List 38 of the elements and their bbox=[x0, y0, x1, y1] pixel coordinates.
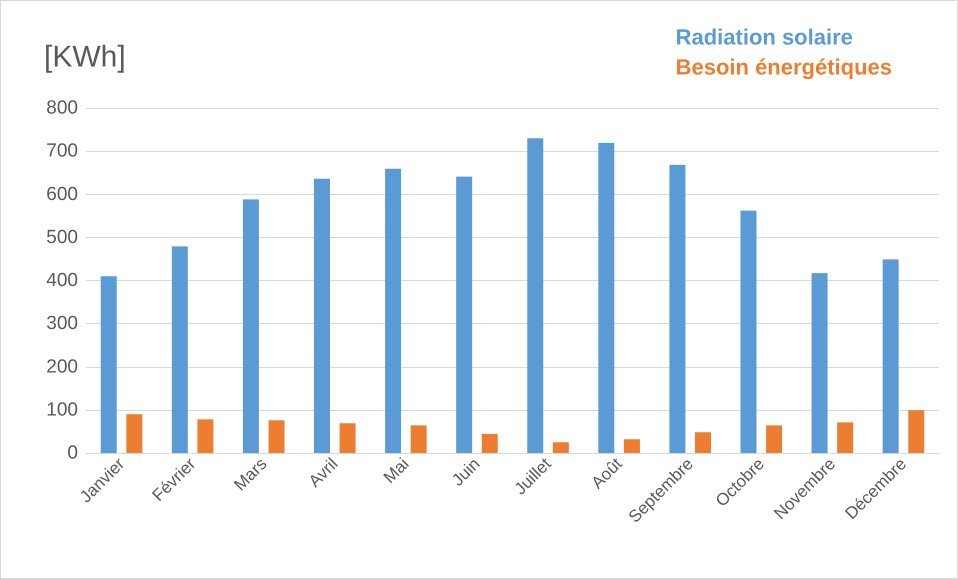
y-tick-label: 300 bbox=[46, 313, 78, 334]
bar bbox=[197, 419, 214, 453]
y-tick-label: 100 bbox=[46, 399, 78, 420]
bar bbox=[598, 142, 614, 453]
bar bbox=[695, 432, 712, 453]
bar bbox=[482, 434, 498, 453]
y-tick-label: 600 bbox=[46, 184, 78, 205]
y-axis-title: [KWh] bbox=[44, 40, 126, 74]
bar bbox=[340, 423, 356, 453]
y-tick-label: 0 bbox=[67, 442, 78, 464]
bar bbox=[669, 164, 686, 453]
bar bbox=[100, 276, 117, 453]
bar bbox=[527, 138, 544, 453]
bar bbox=[385, 168, 402, 453]
bar bbox=[268, 420, 285, 453]
bar bbox=[456, 176, 472, 453]
bar bbox=[766, 425, 782, 453]
bar bbox=[172, 246, 188, 453]
bar bbox=[624, 439, 640, 453]
bar bbox=[837, 422, 854, 453]
y-tick-label: 500 bbox=[46, 226, 78, 248]
text: Radiation solaire bbox=[676, 24, 853, 50]
text: Besoin énergétiques bbox=[676, 54, 892, 80]
bar bbox=[908, 410, 924, 453]
bar bbox=[882, 259, 899, 453]
bar bbox=[242, 199, 259, 453]
x-tick-label: Mai bbox=[380, 454, 413, 488]
y-tick-label: 200 bbox=[46, 356, 78, 378]
bar bbox=[812, 273, 828, 453]
bar bbox=[126, 414, 142, 453]
x-tick-label: Juin bbox=[448, 454, 484, 490]
bar bbox=[410, 425, 427, 453]
bar bbox=[314, 178, 330, 453]
y-tick-label: 800 bbox=[46, 98, 78, 118]
bar bbox=[552, 442, 569, 453]
y-tick-label: 700 bbox=[46, 140, 78, 162]
bar bbox=[740, 210, 756, 453]
y-tick-label: 400 bbox=[46, 270, 78, 291]
